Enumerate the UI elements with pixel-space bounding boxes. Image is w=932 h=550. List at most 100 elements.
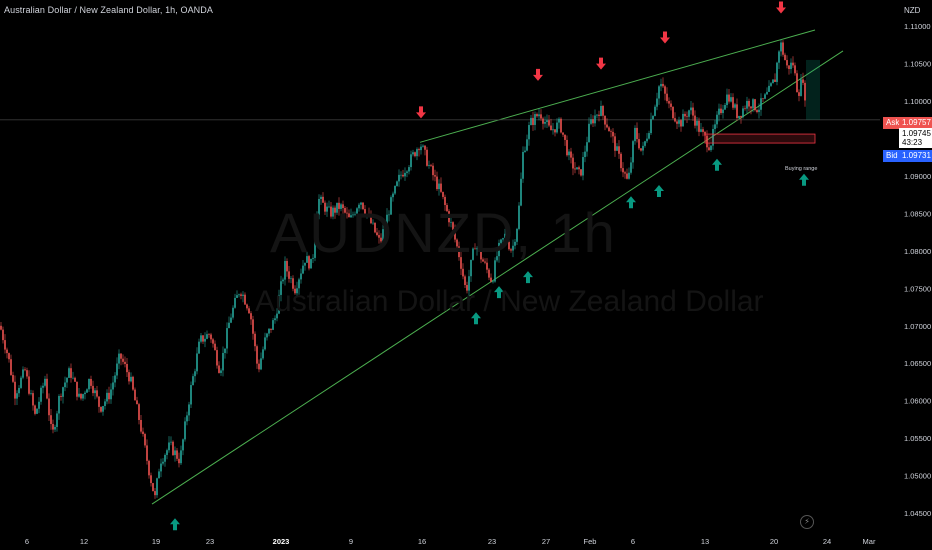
candle <box>562 132 564 137</box>
candle <box>496 251 498 263</box>
candle <box>654 104 656 117</box>
candle <box>70 363 72 383</box>
candle <box>710 144 712 152</box>
candle-body <box>480 249 482 260</box>
candle-body <box>568 151 570 156</box>
candle-body <box>474 248 476 250</box>
candle <box>520 172 522 207</box>
candle <box>144 432 146 448</box>
candle-body <box>300 273 302 280</box>
candle-body <box>42 385 44 388</box>
candle <box>494 257 496 283</box>
candle-body <box>364 209 366 215</box>
last-price: 1.09745 <box>902 129 931 138</box>
candle-body <box>520 178 522 206</box>
candle <box>788 65 790 75</box>
candle <box>624 170 626 179</box>
candle-body <box>192 376 194 386</box>
candle <box>556 118 558 134</box>
candle <box>782 40 784 57</box>
candle-body <box>550 125 552 131</box>
time-tick-label: 16 <box>418 537 426 546</box>
candle-body <box>692 107 694 116</box>
price-tick-label: 1.08000 <box>904 247 931 256</box>
candle-body <box>406 171 408 173</box>
candle <box>526 134 528 152</box>
candle <box>696 117 698 132</box>
candle-body <box>118 353 120 364</box>
chart-title[interactable]: Australian Dollar / New Zealand Dollar, … <box>4 5 213 15</box>
price-axis: 1.04500 1.05000 1.05500 1.06000 1.06500 1.070… <box>904 22 931 518</box>
candle <box>462 263 464 280</box>
candle-body <box>86 389 88 393</box>
candle <box>184 417 186 442</box>
candle-body <box>362 202 364 210</box>
candle-body <box>384 225 386 230</box>
candle <box>300 268 302 284</box>
time-tick-label: 27 <box>542 537 550 546</box>
candle-body <box>460 257 462 269</box>
candle-body <box>356 208 358 214</box>
candle <box>180 445 182 466</box>
candle <box>722 104 724 119</box>
candle <box>94 388 96 400</box>
candle-body <box>716 114 718 125</box>
candle <box>388 210 390 222</box>
candle <box>796 70 798 93</box>
candle-body <box>20 377 22 388</box>
candle <box>214 340 216 351</box>
candle <box>720 104 722 115</box>
candle-body <box>672 106 674 119</box>
candle-body <box>404 172 406 177</box>
candle-body <box>262 349 264 359</box>
candle <box>86 388 88 393</box>
candle <box>126 358 128 378</box>
candle <box>488 267 490 281</box>
candle <box>630 157 632 175</box>
candle-body <box>528 125 530 140</box>
candle-body <box>28 376 30 394</box>
candle <box>158 468 160 479</box>
candle-body <box>282 279 284 282</box>
candle <box>616 143 618 151</box>
candle <box>506 230 508 244</box>
candle <box>346 207 348 219</box>
candle-body <box>530 117 532 126</box>
candle-body <box>756 110 758 113</box>
candle-body <box>626 173 628 179</box>
buying-range-box <box>704 133 816 144</box>
candle <box>244 292 246 306</box>
candle-body <box>314 236 316 258</box>
candle <box>204 332 206 348</box>
candle-body <box>782 42 784 55</box>
buying-range-label: Buying range <box>785 166 818 172</box>
candle <box>658 84 660 105</box>
candle <box>312 254 314 263</box>
candle <box>490 273 492 283</box>
candle-body <box>632 141 634 163</box>
price-axis-unit[interactable]: NZD <box>904 6 921 15</box>
candle-body <box>668 101 670 104</box>
candle-body <box>196 353 198 372</box>
price-tick-label: 1.10500 <box>904 60 931 69</box>
candle <box>446 203 448 213</box>
candle <box>10 354 12 377</box>
candle <box>296 281 298 298</box>
candle-body <box>440 183 442 192</box>
candle <box>160 458 162 478</box>
candle-body <box>562 132 564 135</box>
candle <box>584 145 586 163</box>
candle <box>344 206 346 219</box>
candle-body <box>622 168 624 173</box>
candle-body <box>132 376 134 390</box>
candle-body <box>436 176 438 190</box>
tradingview-logo-icon[interactable]: ⚡ <box>800 515 814 529</box>
candle <box>622 162 624 178</box>
candle <box>138 402 140 425</box>
candle-body <box>250 313 252 320</box>
candle-body <box>772 79 774 84</box>
up-arrow-icon <box>654 184 664 197</box>
candle <box>714 119 716 133</box>
candle <box>240 292 242 300</box>
